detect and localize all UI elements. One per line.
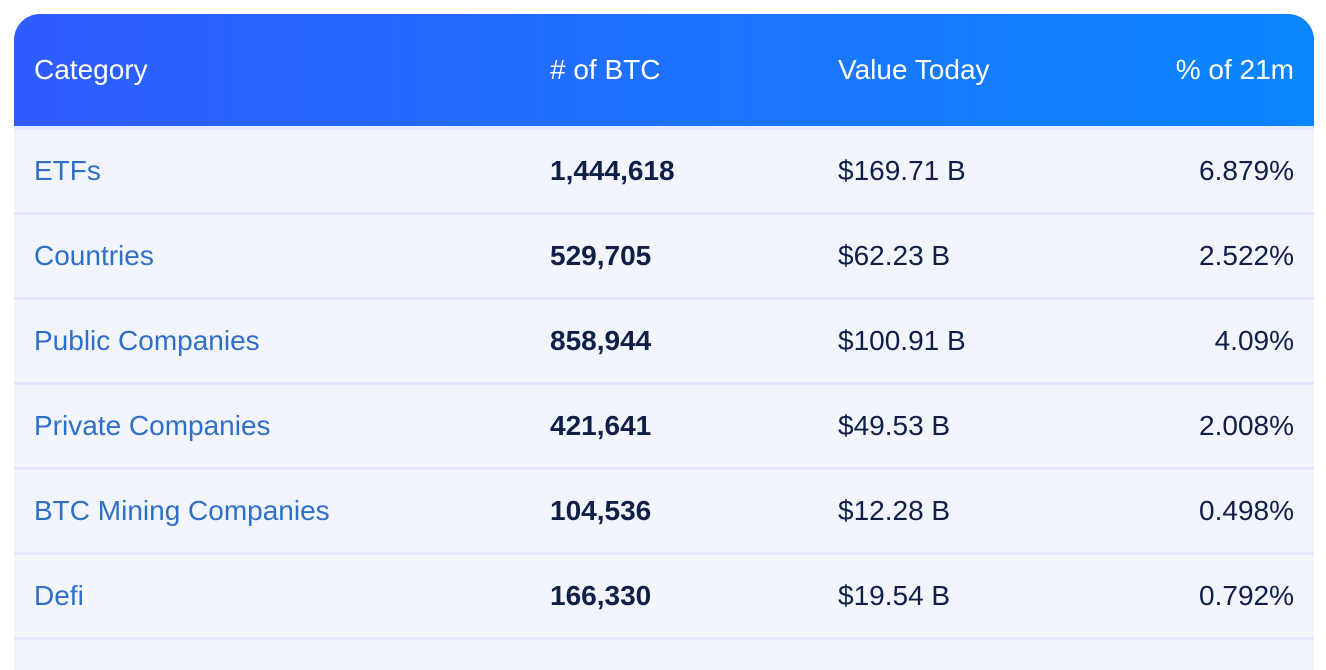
- table-row: ETFs 1,444,618 $169.71 B 6.879%: [14, 130, 1314, 215]
- table-row: Defi 166,330 $19.54 B 0.792%: [14, 555, 1314, 640]
- pct-of-21m: 4.09%: [1214, 325, 1294, 356]
- pct-of-21m: 2.008%: [1199, 410, 1294, 441]
- value-today: $100.91 B: [838, 325, 966, 356]
- pct-of-21m: 6.879%: [1199, 155, 1294, 186]
- value-today: $12.28 B: [838, 495, 951, 526]
- category-link[interactable]: Defi: [34, 580, 84, 611]
- btc-holdings-table: Category # of BTC Value Today % of 21m E…: [14, 14, 1314, 670]
- header-category[interactable]: Category: [34, 54, 148, 85]
- category-link[interactable]: Countries: [34, 240, 154, 271]
- value-today: $169.71 B: [838, 155, 966, 186]
- header-btc[interactable]: # of BTC: [550, 54, 661, 85]
- table-header: Category # of BTC Value Today % of 21m: [14, 14, 1314, 126]
- category-link[interactable]: Public Companies: [34, 325, 260, 356]
- value-today: $49.53 B: [838, 410, 951, 441]
- btc-count: 166,330: [550, 580, 652, 611]
- value-today: $19.54 B: [838, 580, 951, 611]
- table-row: Public Companies 858,944 $100.91 B 4.09%: [14, 300, 1314, 385]
- category-link[interactable]: Private Companies: [34, 410, 271, 441]
- value-today: $62.23 B: [838, 240, 951, 271]
- category-link[interactable]: BTC Mining Companies: [34, 495, 330, 526]
- header-pct[interactable]: % of 21m: [1175, 54, 1294, 85]
- table-row: BTC Mining Companies 104,536 $12.28 B 0.…: [14, 470, 1314, 555]
- table-row: Private Companies 421,641 $49.53 B 2.008…: [14, 385, 1314, 470]
- category-link[interactable]: ETFs: [34, 155, 101, 186]
- pct-of-21m: 0.792%: [1199, 580, 1294, 611]
- header-value[interactable]: Value Today: [838, 54, 990, 85]
- btc-count: 104,536: [550, 495, 652, 526]
- header-divider: [14, 126, 1314, 130]
- pct-of-21m: 2.522%: [1199, 240, 1294, 271]
- table-row: Countries 529,705 $62.23 B 2.522%: [14, 215, 1314, 300]
- pct-of-21m: 0.498%: [1199, 495, 1294, 526]
- btc-count: 421,641: [550, 410, 652, 441]
- btc-count: 858,944: [550, 325, 652, 356]
- btc-count: 529,705: [550, 240, 652, 271]
- btc-count: 1,444,618: [550, 155, 675, 186]
